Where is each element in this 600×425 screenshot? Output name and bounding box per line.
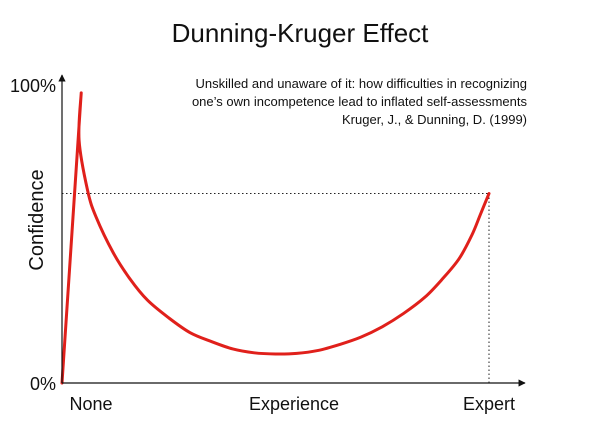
y-tick-label-0: 0% xyxy=(30,374,56,394)
annotation-line-2: one’s own incompetence lead to inflated … xyxy=(192,94,528,109)
y-axis-label: Confidence xyxy=(26,169,48,270)
x-tick-label-experience: Experience xyxy=(249,394,339,414)
chart-title: Dunning-Kruger Effect xyxy=(172,18,430,48)
annotation-line-1: Unskilled and unaware of it: how difficu… xyxy=(196,76,527,91)
y-tick-label-100: 100% xyxy=(10,76,56,96)
reference-lines xyxy=(62,193,490,383)
series-layer xyxy=(60,91,491,385)
annotation-line-3: Kruger, J., & Dunning, D. (1999) xyxy=(342,112,527,127)
x-tick-label-expert: Expert xyxy=(463,394,515,414)
x-tick-label-none: None xyxy=(69,394,112,414)
series-line-0 xyxy=(60,91,491,385)
